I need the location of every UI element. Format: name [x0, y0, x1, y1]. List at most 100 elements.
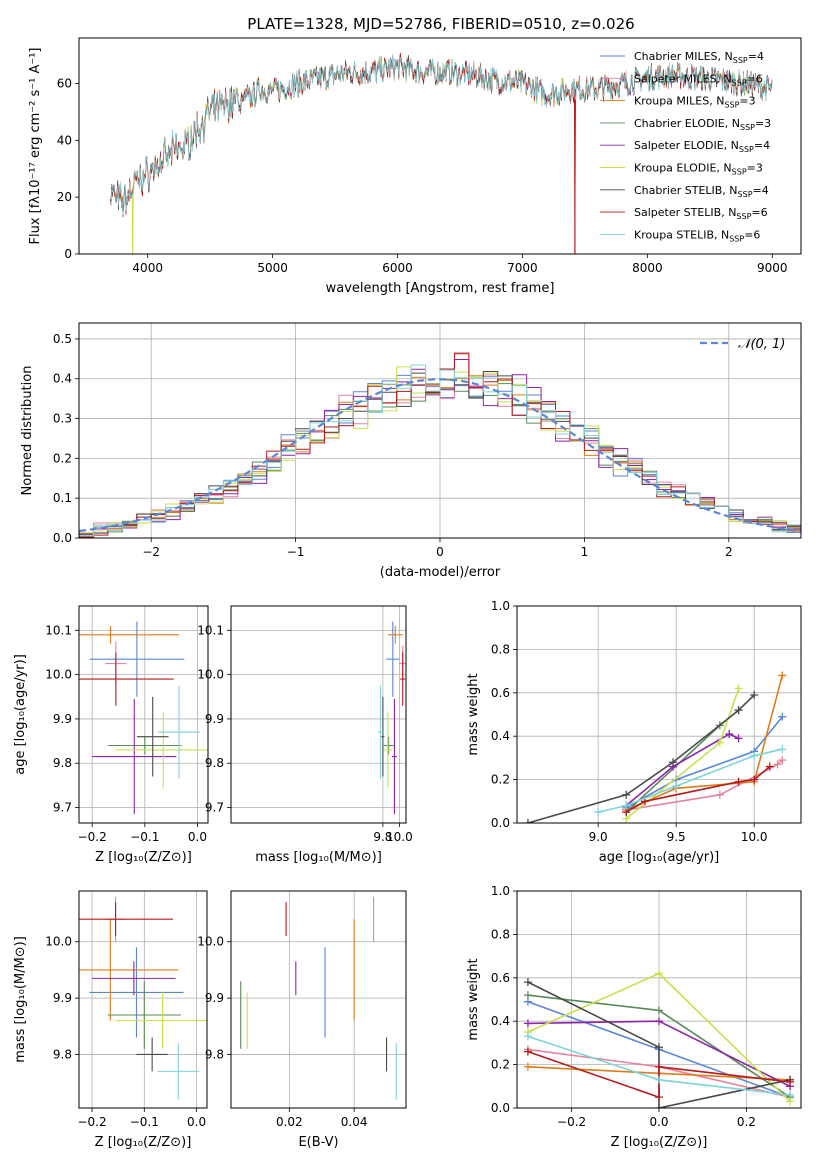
y-tick-label: 9.9: [205, 991, 224, 1005]
y-tick-label: 10.0: [45, 668, 72, 682]
marker-chabrier-stelib: [523, 978, 532, 987]
y-tick-label: 0.8: [491, 642, 510, 656]
marker-chabrier-stelib: [655, 1043, 663, 1052]
x-tick-label: −0.2: [77, 1115, 106, 1129]
marker-salpeter-stelib: [655, 1093, 663, 1102]
errorbar-kroupa-elodie: [115, 712, 208, 788]
errorbar-salpeter-elodie: [92, 699, 177, 815]
y-tick-label: 9.8: [53, 1047, 72, 1061]
marker-salpeter-miles: [778, 756, 787, 765]
histogram-kroupa-stelib: [79, 364, 801, 537]
marker-salpeter-stelib: [750, 775, 759, 784]
errorbar-salpeter-stelib: [79, 902, 174, 937]
marker-kroupa-stelib: [594, 808, 603, 817]
x-axis-label: age [log₁₀(age/yr)]: [599, 850, 720, 865]
y-tick-label: 9.8: [205, 1047, 224, 1061]
errorbar-chabrier-stelib: [381, 696, 385, 777]
x-axis-label: E(B-V): [298, 1135, 338, 1150]
y-tick-label: 40: [57, 133, 72, 147]
y-axis-label: Normed distribution: [20, 366, 35, 496]
x-tick-label: 9.8: [373, 830, 392, 844]
massweight-lines-4: [523, 671, 787, 823]
marker-kroupa-stelib: [778, 745, 787, 754]
legend-entry-chabrier-stelib: Chabrier STELIB, NSSP=4: [634, 184, 769, 199]
x-tick-label: −0.2: [557, 1115, 586, 1129]
errorbar-kroupa-elodie: [115, 992, 207, 1049]
legend-entry-chabrier-miles: Chabrier MILES, NSSP=4: [634, 50, 764, 65]
errorbars-6: [240, 896, 397, 1100]
line-salpeter-stelib: [625, 765, 771, 813]
x-tick-label: 6000: [382, 261, 413, 275]
x-tick-label: 5000: [257, 261, 288, 275]
y-tick-label: 0.2: [491, 1058, 510, 1072]
x-tick-label: −0.1: [130, 830, 159, 844]
y-tick-label: 9.9: [53, 991, 72, 1005]
spectrum-kroupa-stelib: [110, 54, 773, 216]
errorbar-chabrier-miles: [386, 621, 400, 697]
x-tick-label: 0.02: [276, 1115, 303, 1129]
axes-5: −0.2 −0.1 0.0 9.8 9.9 10.0 Z [log₁₀(Z/Z⊙)] mass…: [13, 891, 207, 1150]
x-tick-label: 0: [436, 545, 444, 559]
massweight-lines-7: [523, 969, 795, 1108]
marker-salpeter-stelib: [734, 777, 743, 786]
y-tick-label: 0: [64, 247, 72, 261]
x-tick-label: −2: [142, 545, 160, 559]
axes-6: 0.02 0.04 9.8 9.9 10.0 E(B-V): [197, 891, 406, 1150]
x-tick-label: −0.2: [78, 830, 107, 844]
x-tick-label: 0.2: [737, 1115, 756, 1129]
y-tick-label: 9.8: [53, 756, 72, 770]
y-tick-label: 9.9: [205, 712, 224, 726]
y-axis-label: Flux [fλ10⁻¹⁷ erg cm⁻² s⁻¹ A⁻¹]: [28, 48, 43, 245]
y-tick-label: 0.6: [491, 686, 510, 700]
axes-2: −0.2 −0.1 0.0 9.7 9.8 9.9 10.0 10.1 Z [log₁₀(Z/Z…: [13, 606, 208, 865]
axes-frame: [78, 890, 208, 1109]
errorbar-kroupa-miles: [79, 625, 180, 644]
axes-frame: [78, 37, 802, 255]
errorbar-chabrier-elodie: [107, 981, 181, 1049]
x-tick-label: 4000: [132, 261, 163, 275]
axes-frame: [516, 890, 802, 1109]
y-axis-label: mass weight: [466, 673, 481, 755]
y-tick-label: 10.1: [45, 623, 72, 637]
x-axis-label: (data-model)/error: [380, 565, 501, 580]
axes-frame: [230, 890, 407, 1109]
errorbar-chabrier-stelib: [136, 696, 169, 777]
errorbar-salpeter-stelib: [79, 652, 174, 706]
axes-frame: [516, 605, 802, 824]
y-tick-label: 0.1: [53, 491, 72, 505]
errorbar-chabrier-miles: [89, 621, 185, 697]
x-tick-label: 0.0: [188, 830, 207, 844]
x-tick-label: 7000: [507, 261, 538, 275]
errorbars-2: [79, 621, 208, 815]
y-tick-label: 10.1: [197, 623, 224, 637]
marker-chabrier-stelib: [622, 790, 631, 799]
marker-chabrier-stelib: [523, 819, 532, 823]
marker-salpeter-stelib: [523, 1047, 532, 1056]
y-tick-label: 1.0: [491, 599, 510, 613]
marker-chabrier-elodie: [523, 991, 532, 1000]
axes-4: 9.0 9.5 10.0 0.0 0.2 0.4 0.6 0.8 1.0 age [log₁₀(a…: [466, 599, 801, 865]
marker-kroupa-elodie: [715, 738, 724, 747]
marker-salpeter-stelib: [655, 1062, 663, 1071]
errorbar-chabrier-stelib: [136, 1037, 168, 1072]
marker-chabrier-miles: [778, 712, 787, 721]
marker-salpeter-miles: [773, 760, 782, 769]
y-tick-label: 0.3: [53, 412, 72, 426]
y-tick-label: 1.0: [491, 884, 510, 898]
errorbar-salpeter-elodie: [92, 961, 176, 996]
y-tick-label: 9.8: [205, 756, 224, 770]
errorbar-chabrier-elodie: [107, 736, 182, 755]
marker-chabrier-stelib: [655, 1104, 663, 1108]
y-tick-label: 9.7: [53, 801, 72, 815]
marker-chabrier-stelib: [734, 706, 743, 715]
y-tick-label: 60: [57, 76, 72, 90]
x-axis-label: Z [log₁₀(Z/Z⊙)]: [95, 1135, 192, 1150]
y-tick-label: 20: [57, 190, 72, 204]
marker-salpeter-stelib: [765, 762, 774, 771]
errorbar-chabrier-miles: [89, 947, 184, 1038]
x-tick-label: −0.1: [130, 1115, 159, 1129]
residual-histograms: [79, 352, 801, 538]
y-tick-label: 0.6: [491, 971, 510, 985]
y-tick-label: 0.4: [491, 729, 510, 743]
